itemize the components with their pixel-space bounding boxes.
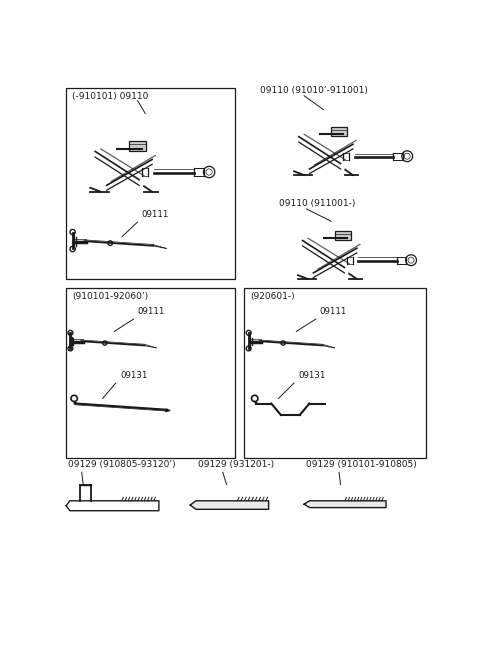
Text: 09111: 09111 (142, 210, 169, 219)
Bar (335, 231, 350, 240)
Text: 09111: 09111 (137, 307, 165, 316)
Text: 09110 (911001-): 09110 (911001-) (278, 199, 355, 208)
Bar (66, 288, 235, 458)
Bar (130, 141, 145, 150)
Bar (331, 127, 347, 136)
Text: 09111: 09111 (320, 307, 347, 316)
Text: (-910101) 09110: (-910101) 09110 (72, 92, 149, 101)
Text: 09131: 09131 (299, 371, 326, 380)
Text: (920601-): (920601-) (251, 292, 295, 301)
Bar (66, 88, 235, 279)
Text: 09131: 09131 (120, 371, 148, 380)
Bar (244, 288, 426, 458)
Text: 09110 (91010’-911001): 09110 (91010’-911001) (260, 85, 368, 95)
Text: 09129 (910805-93120’): 09129 (910805-93120’) (68, 460, 175, 469)
Polygon shape (304, 501, 386, 508)
Text: 09129 (910101-910805): 09129 (910101-910805) (306, 460, 417, 469)
Polygon shape (190, 501, 269, 509)
Text: (910101-92060’): (910101-92060’) (72, 292, 148, 301)
Polygon shape (166, 409, 170, 412)
Text: 09129 (931201-): 09129 (931201-) (198, 460, 274, 469)
